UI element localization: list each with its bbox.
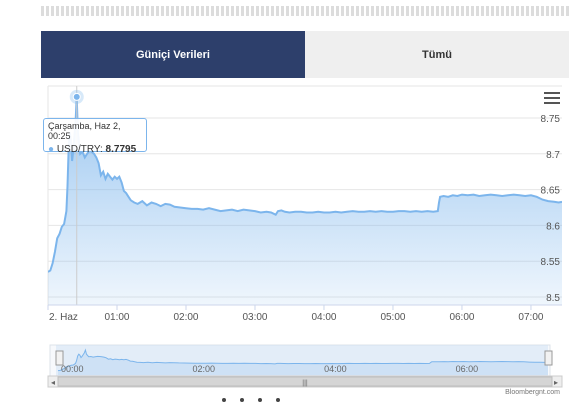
navigator-series-area (58, 350, 548, 375)
y-tick-label: 8.75 (541, 114, 561, 125)
navigator-series-line (57, 348, 549, 372)
x-tick-label: 05:00 (380, 312, 405, 323)
hamburger-menu-icon[interactable] (544, 90, 560, 104)
hover-marker (72, 92, 81, 101)
x-tick-label: 2. Haz (49, 312, 78, 323)
series-line (48, 96, 562, 273)
x-tick-label: 01:00 (104, 312, 129, 323)
x-axis-labels: 2. Haz 01:00 02:00 03:00 04:00 05:00 06:00 07:0… (47, 305, 544, 323)
y-axis-labels: 8.5 8.55 8.6 8.65 8.7 8.75 (541, 114, 561, 304)
navigator-tick-label: 04:00 (324, 364, 347, 374)
source-credit: Bloombergnt.com (505, 389, 560, 396)
tooltip-series-name: USD/TRY: (56, 144, 103, 155)
page-dot[interactable] (222, 398, 226, 402)
y-tick-label: 8.55 (541, 257, 561, 268)
navigator: 00:00 02:00 04:00 06:00 ||| ◂ ▸ (47, 344, 563, 388)
y-tick-label: 8.65 (541, 186, 561, 197)
decorative-top-strip (41, 6, 569, 16)
navigator-tick-label: 02:00 (193, 364, 216, 374)
y-tick-label: 8.5 (546, 293, 560, 304)
tab-bar: Güniçi Verileri Tümü (41, 31, 569, 78)
tab-all[interactable]: Tümü (305, 31, 569, 78)
tab-intraday[interactable]: Güniçi Verileri (41, 31, 305, 78)
x-tick-label: 04:00 (311, 312, 336, 323)
page-dot[interactable] (258, 398, 262, 402)
scrollbar-grip-icon: ||| (302, 380, 308, 387)
navigator-labels: 00:00 02:00 04:00 06:00 (61, 364, 478, 374)
tooltip-value: 8.7795 (105, 144, 137, 155)
chart-tooltip: Çarşamba, Haz 2, 00:25 ● USD/TRY: 8.7795 (43, 118, 147, 155)
y-tick-label: 8.7 (546, 150, 560, 161)
pagination-dots (222, 398, 280, 402)
navigator-tick-label: 00:00 (61, 364, 84, 374)
page-dot[interactable] (240, 398, 244, 402)
series-dot-icon: ● (48, 144, 55, 155)
navigator-handle-right[interactable] (544, 350, 553, 366)
navigator-scrollbar-thumb[interactable] (57, 376, 553, 387)
navigator-tick-label: 06:00 (456, 364, 479, 374)
navigator-selection (56, 345, 548, 376)
y-tick-label: 8.6 (546, 221, 560, 232)
x-tick-label: 03:00 (242, 312, 267, 323)
tooltip-value-line: ● USD/TRY: 8.7795 (48, 144, 142, 155)
scroll-left-arrow-icon[interactable]: ◂ (51, 378, 55, 387)
series-area (48, 96, 562, 305)
scroll-right-arrow-icon[interactable]: ▸ (554, 378, 558, 387)
x-tick-label: 07:00 (518, 312, 543, 323)
plot-area (48, 96, 562, 305)
page-dot[interactable] (276, 398, 280, 402)
tooltip-header: Çarşamba, Haz 2, 00:25 (48, 121, 121, 141)
navigator-handle-left[interactable] (55, 350, 64, 366)
x-tick-label: 02:00 (173, 312, 198, 323)
x-tick-label: 06:00 (449, 312, 474, 323)
